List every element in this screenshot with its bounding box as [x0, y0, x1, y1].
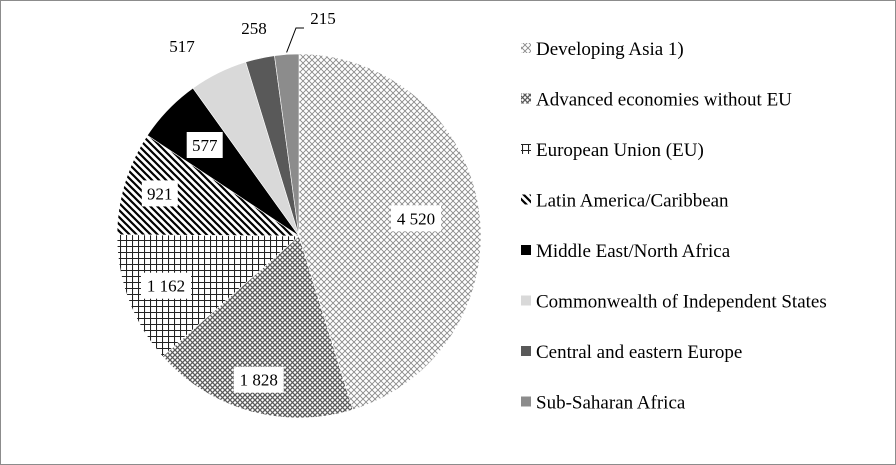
slice-label-commonwealth-of-independent-states: 517 — [169, 37, 195, 56]
legend-label-sub-saharan-africa: Sub-Saharan Africa — [536, 393, 686, 414]
pie-slice-developing-asia-1 — [298, 53, 482, 411]
slice-label-central-and-eastern-europe: 258 — [241, 19, 267, 38]
slice-label-box-developing-asia-1 — [391, 205, 441, 232]
legend-label-commonwealth-of-independent-states: Commonwealth of Independent States — [536, 292, 827, 313]
legend-label-central-and-eastern-europe: Central and eastern Europe — [536, 342, 742, 363]
pie-slice-european-union-eu — [116, 234, 300, 357]
slice-label-european-union-eu: 1 162 — [147, 277, 185, 296]
legend-swatch-developing-asia-1 — [521, 43, 531, 53]
legend-swatch-european-union-eu — [521, 144, 531, 154]
legend-swatch-sub-saharan-africa — [521, 396, 531, 407]
legend-swatch-latin-america-caribbean — [521, 194, 531, 205]
legend-swatch-commonwealth-of-independent-states — [521, 295, 531, 306]
leader-line-sub-saharan-africa — [286, 27, 304, 53]
legend-swatch-middle-east-north-africa — [521, 245, 531, 255]
legend-swatch-central-and-eastern-europe — [521, 346, 531, 356]
slice-label-latin-america-caribbean: 921 — [147, 184, 173, 203]
legend-label-developing-asia-1: Developing Asia 1) — [536, 39, 684, 60]
slice-label-box-middle-east-north-africa — [186, 132, 223, 158]
legend-label-advanced-economies-without-eu: Advanced economies without EU — [536, 90, 792, 111]
slice-label-box-advanced-economies-without-eu — [233, 366, 284, 393]
slice-label-sub-saharan-africa: 215 — [310, 9, 336, 28]
legend-label-european-union-eu: European Union (EU) — [536, 140, 704, 161]
slice-label-box-latin-america-caribbean — [141, 180, 178, 207]
slice-label-middle-east-north-africa: 577 — [192, 136, 218, 155]
slice-label-developing-asia-1: 4 520 — [397, 209, 435, 228]
legend-label-middle-east-north-africa: Middle East/North Africa — [536, 241, 731, 262]
pie-slice-advanced-economies-without-eu — [162, 235, 354, 419]
legend-swatch-advanced-economies-without-eu — [521, 93, 531, 104]
legend-label-latin-america-caribbean: Latin America/Caribbean — [536, 191, 729, 212]
slice-label-box-european-union-eu — [141, 272, 191, 299]
pie-slice-sub-saharan-africa — [274, 53, 300, 237]
pie-slice-latin-america-caribbean — [116, 134, 301, 237]
slice-label-advanced-economies-without-eu: 1 828 — [240, 371, 278, 390]
